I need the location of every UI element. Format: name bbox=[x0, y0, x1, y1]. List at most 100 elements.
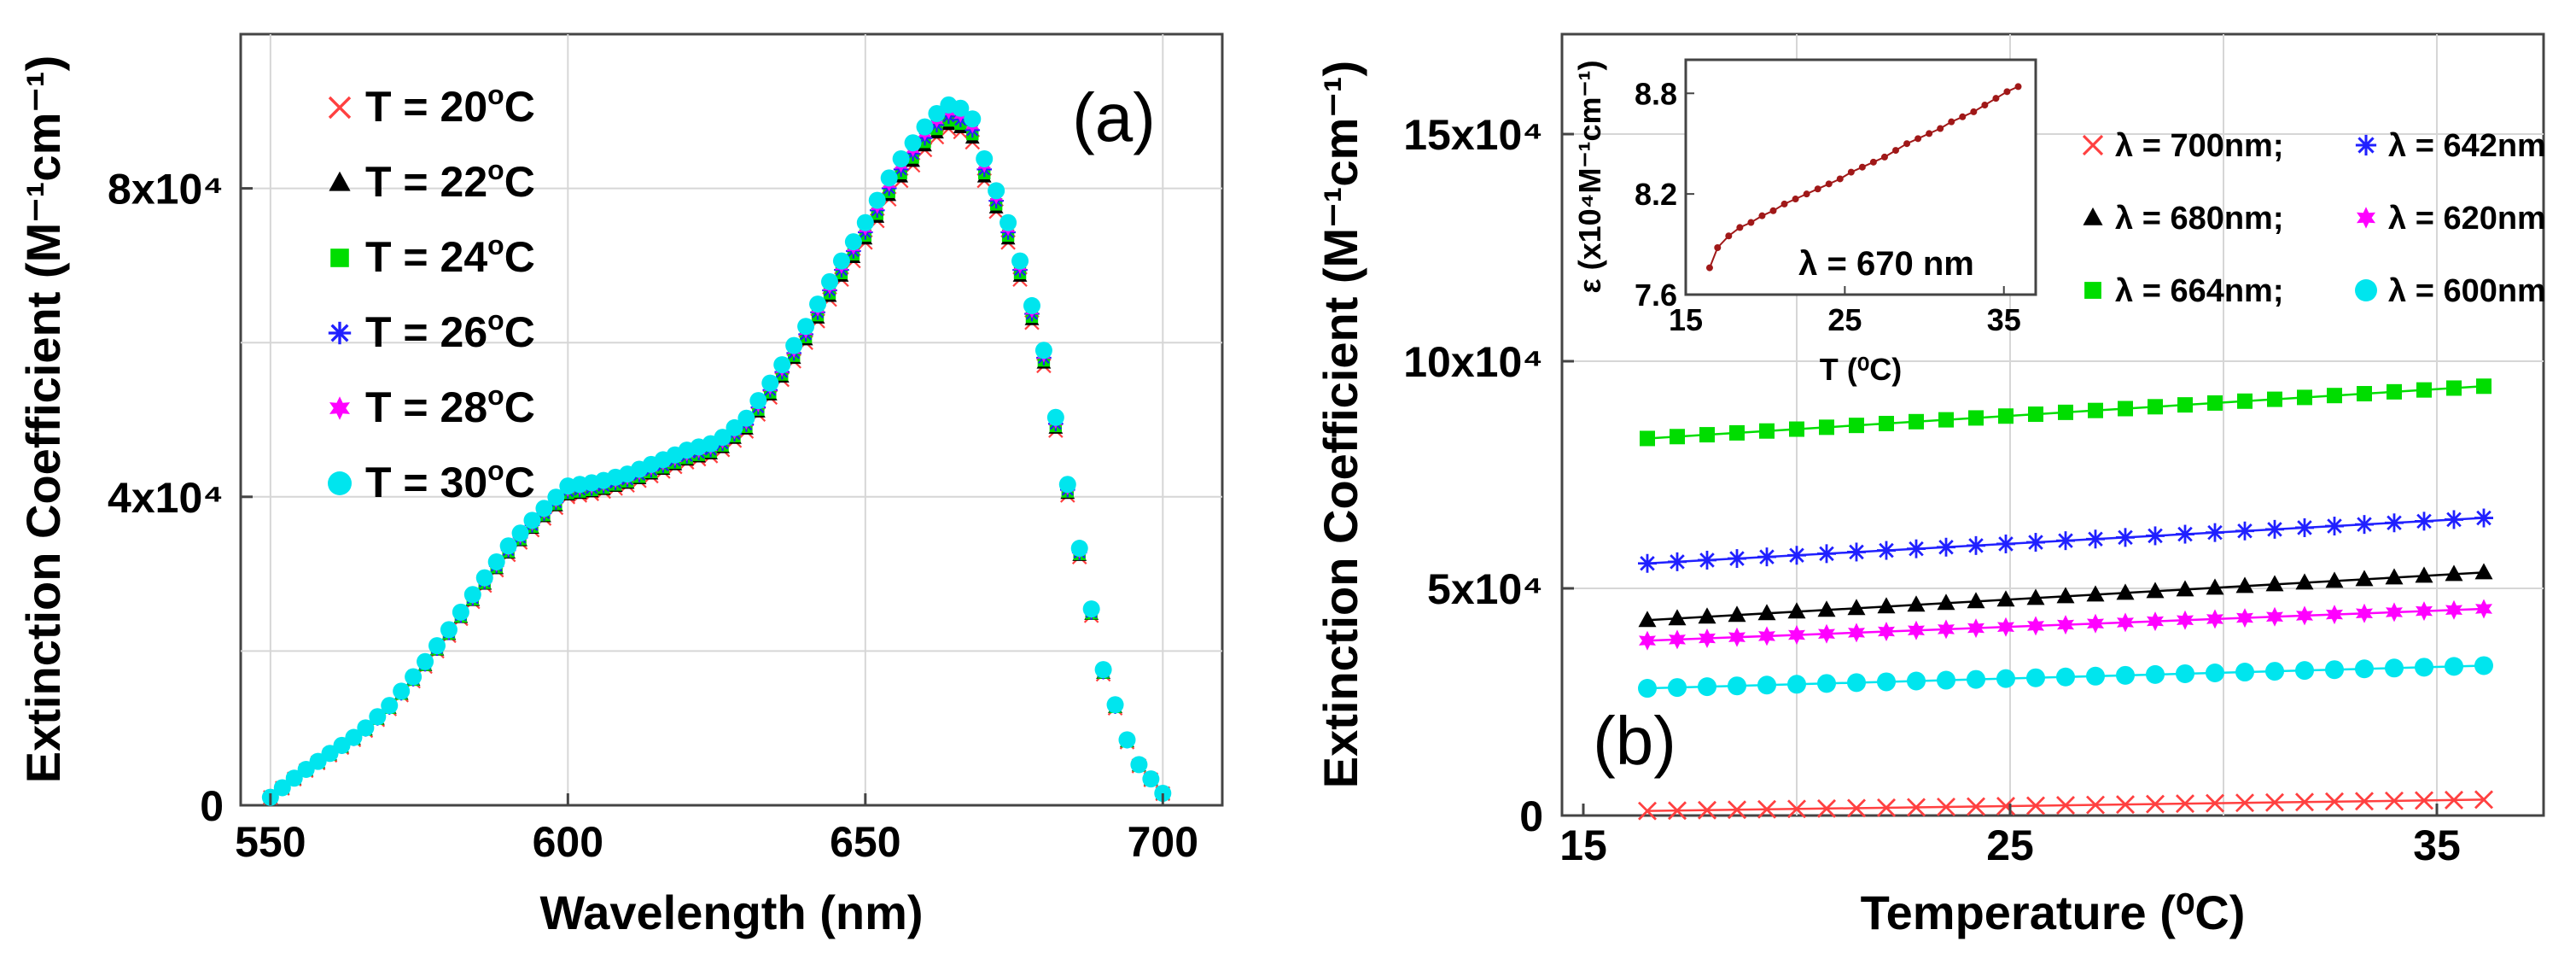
legend-marker-b-4 bbox=[2357, 207, 2375, 229]
data-point bbox=[1967, 669, 1985, 689]
data-point bbox=[1728, 605, 1746, 623]
data-point bbox=[844, 233, 862, 251]
data-point bbox=[2355, 659, 2374, 679]
legend-marker-b-5 bbox=[2355, 279, 2377, 301]
data-point bbox=[1000, 213, 1017, 231]
data-point bbox=[285, 769, 303, 787]
data-point bbox=[1937, 593, 1955, 611]
data-point bbox=[1118, 731, 1136, 749]
data-point bbox=[2026, 588, 2045, 605]
data-point bbox=[2056, 667, 2075, 687]
plot-a-y-ticks: 0 4x10⁴ 8x10⁴ bbox=[108, 166, 253, 830]
data-point bbox=[1729, 424, 1745, 441]
data-point bbox=[1878, 622, 1895, 641]
data-point bbox=[1668, 801, 1687, 821]
data-point bbox=[1818, 623, 1835, 644]
data-point bbox=[1817, 600, 1836, 617]
plot-a-x-tick-label: 700 bbox=[1128, 818, 1198, 866]
plot-a-y-tick-label: 8x10⁴ bbox=[108, 166, 224, 213]
inset-data-point bbox=[1992, 95, 2000, 102]
data-point bbox=[1997, 617, 2014, 637]
data-point bbox=[1849, 418, 1864, 434]
data-point bbox=[393, 682, 411, 700]
plot-b-x-tick-label: 25 bbox=[1986, 821, 2034, 869]
data-point bbox=[1877, 541, 1896, 560]
data-point bbox=[1082, 600, 1100, 618]
plot-a-x-tick-label: 550 bbox=[235, 818, 306, 866]
data-point bbox=[2326, 605, 2343, 625]
data-point bbox=[821, 272, 838, 290]
data-point bbox=[1848, 623, 1865, 643]
data-point bbox=[2295, 573, 2314, 590]
inset-data-point bbox=[1714, 244, 1722, 251]
legend-marker-b-1 bbox=[2083, 207, 2103, 225]
data-point bbox=[428, 637, 446, 655]
inset-x-ticks: 15 25 35 bbox=[1669, 286, 2021, 337]
data-point bbox=[1877, 798, 1896, 817]
data-point bbox=[1787, 799, 1806, 819]
data-point bbox=[714, 429, 731, 447]
data-point bbox=[2086, 585, 2105, 602]
inset-x-axis-title: T (⁰C) bbox=[1820, 352, 1902, 387]
data-point bbox=[1757, 604, 1776, 621]
data-point bbox=[952, 99, 970, 117]
data-point bbox=[2206, 523, 2224, 542]
data-point bbox=[2445, 510, 2463, 529]
data-point bbox=[976, 149, 994, 167]
inset-y-tick-label: 8.8 bbox=[1635, 76, 1677, 111]
data-point bbox=[2148, 399, 2163, 415]
data-point bbox=[1819, 419, 1834, 436]
data-point bbox=[2265, 662, 2284, 681]
panel-b-label: (b) bbox=[1593, 703, 1676, 779]
data-point bbox=[1698, 677, 1716, 697]
data-point bbox=[1789, 421, 1804, 437]
data-point bbox=[832, 252, 850, 270]
data-point bbox=[1817, 544, 1836, 564]
inset-data-point bbox=[1758, 212, 1766, 219]
plot-a-legend: T = 20oC T = 22oC T = 24oC T = 26oC T = 28oC… bbox=[328, 79, 535, 506]
data-point bbox=[1787, 675, 1806, 694]
data-point bbox=[511, 524, 529, 542]
data-point bbox=[2026, 668, 2045, 687]
legend-label-0: T = 20oC bbox=[365, 79, 535, 131]
data-point bbox=[1967, 618, 1984, 639]
data-point bbox=[1699, 427, 1715, 443]
data-point bbox=[1094, 661, 1112, 679]
data-point bbox=[737, 409, 755, 427]
data-point bbox=[1728, 549, 1746, 569]
series-b-4 bbox=[1639, 599, 2492, 651]
legend-label-b-2: λ = 664nm; bbox=[2115, 273, 2284, 309]
data-point bbox=[2474, 656, 2493, 675]
data-point bbox=[405, 668, 423, 686]
data-point bbox=[1023, 296, 1040, 314]
data-point bbox=[1877, 597, 1896, 614]
data-point bbox=[2445, 657, 2463, 676]
data-point bbox=[1757, 547, 1776, 567]
data-point bbox=[1699, 629, 1716, 648]
data-point bbox=[1996, 590, 2015, 607]
data-point bbox=[868, 191, 886, 209]
data-point bbox=[1698, 607, 1716, 624]
plot-a-series bbox=[261, 96, 1172, 806]
data-point bbox=[2147, 611, 2164, 632]
plot-a-x-tick-label: 650 bbox=[830, 818, 900, 866]
inset-data-point bbox=[1780, 200, 1788, 208]
legend-marker-b-0 bbox=[2082, 134, 2104, 156]
data-point bbox=[1847, 673, 1866, 693]
data-point bbox=[1070, 540, 1088, 558]
plot-b-series bbox=[1638, 378, 2493, 821]
data-point bbox=[1728, 676, 1746, 696]
legend-label-5: T = 30oC bbox=[365, 455, 535, 506]
data-point bbox=[2265, 792, 2284, 812]
data-point bbox=[2207, 395, 2223, 411]
data-point bbox=[2295, 661, 2314, 681]
plot-b-y-tick-label: 15x10⁴ bbox=[1403, 111, 1543, 159]
inset-y-ticks: 7.6 8.2 8.8 bbox=[1635, 76, 1694, 313]
plot-a-x-axis-title: Wavelength (nm) bbox=[539, 886, 923, 939]
data-point bbox=[2445, 599, 2462, 620]
data-point bbox=[345, 728, 363, 746]
data-point bbox=[1154, 784, 1172, 802]
data-point bbox=[2355, 570, 2374, 587]
legend-marker-0 bbox=[328, 96, 352, 120]
